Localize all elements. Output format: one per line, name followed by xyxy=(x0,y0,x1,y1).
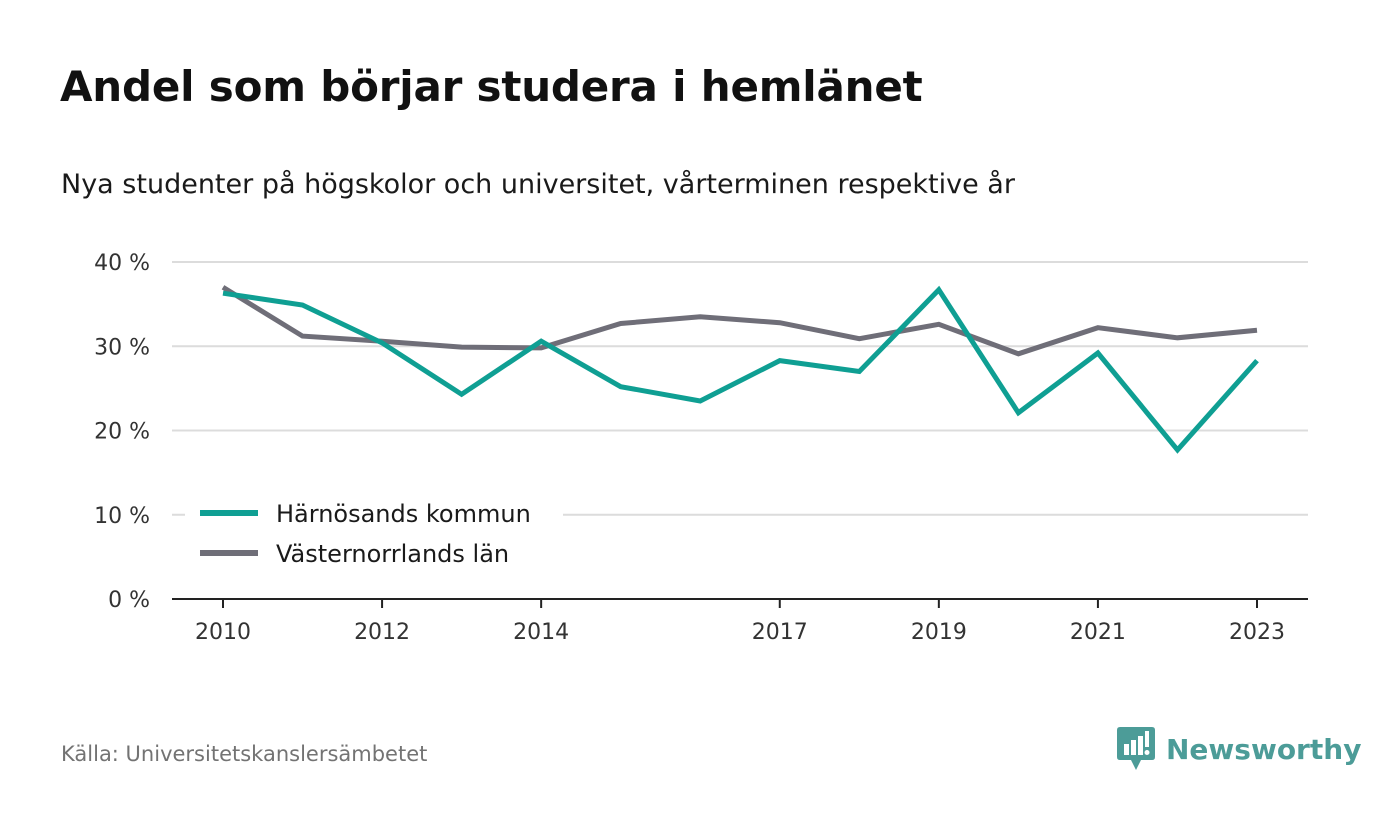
x-tick-label: 2023 xyxy=(1229,620,1285,645)
y-tick-label: 0 % xyxy=(108,588,150,613)
y-tick-label: 30 % xyxy=(94,335,150,360)
x-tick-label: 2019 xyxy=(911,620,967,645)
source-note: Källa: Universitetskanslersämbetet xyxy=(61,742,428,766)
legend-label: Härnösands kommun xyxy=(276,500,531,528)
x-tick-label: 2014 xyxy=(513,620,569,645)
x-tick-label: 2021 xyxy=(1070,620,1126,645)
x-tick-label: 2010 xyxy=(195,620,251,645)
y-axis-ticks: 0 % 10 % 20 % 30 % 40 % xyxy=(94,251,150,613)
x-tick-label: 2012 xyxy=(354,620,410,645)
brand-logo[interactable]: Newsworthy xyxy=(1117,727,1361,771)
y-tick-label: 40 % xyxy=(94,251,150,276)
legend-background xyxy=(185,490,563,572)
chart-title: Andel som börjar studera i hemlänet xyxy=(60,62,923,111)
series-lines xyxy=(221,285,1259,454)
gridlines xyxy=(172,261,1308,516)
y-tick-label: 20 % xyxy=(94,420,150,445)
y-tick-label: 10 % xyxy=(94,504,150,529)
newsworthy-logo-icon xyxy=(1117,727,1155,770)
legend: Härnösands kommun Västernorrlands län xyxy=(185,490,563,572)
x-axis: 2010 2012 2014 2017 2019 2021 2023 xyxy=(172,598,1308,645)
x-tick-label: 2017 xyxy=(752,620,808,645)
brand-name: Newsworthy xyxy=(1166,732,1362,766)
series-line xyxy=(222,285,1259,454)
legend-label: Västernorrlands län xyxy=(276,540,509,568)
chart-subtitle: Nya studenter på högskolor och universit… xyxy=(61,169,1015,200)
series-line xyxy=(221,285,1258,357)
